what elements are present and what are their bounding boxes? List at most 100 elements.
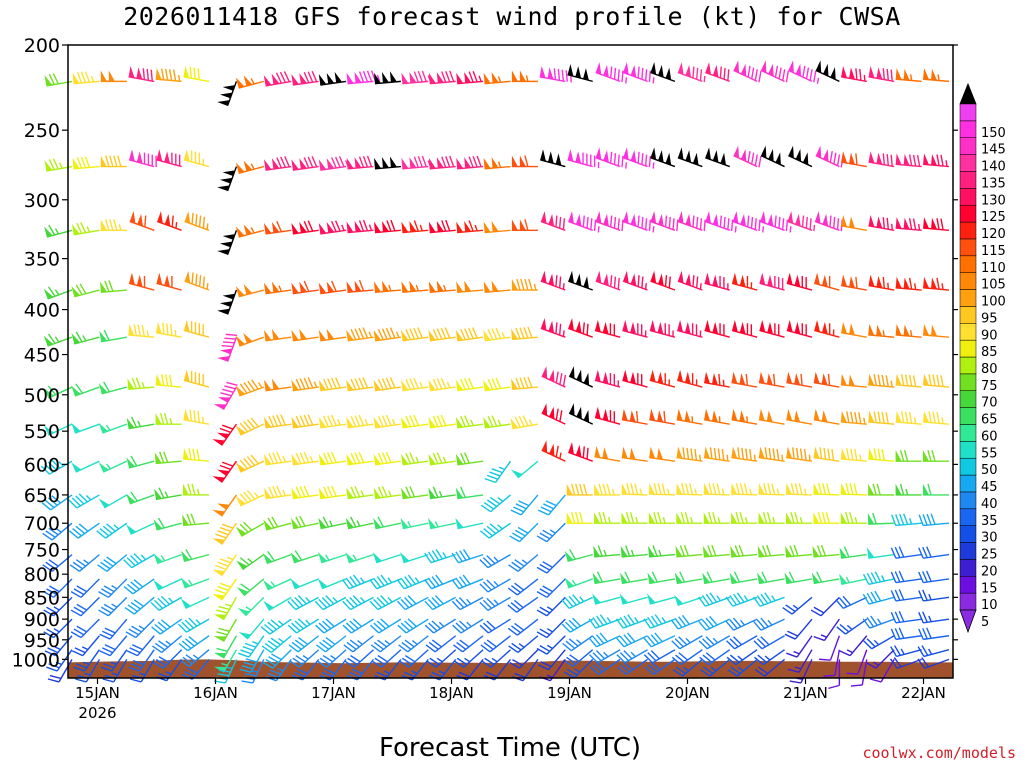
- barb-staff: [377, 596, 402, 611]
- barb-feather: [823, 674, 835, 678]
- barb-staff: [375, 494, 401, 500]
- barb-pennant: [212, 569, 225, 576]
- y-tick-label: 450: [24, 345, 60, 367]
- barb-pennant: [731, 371, 738, 384]
- barb-pennant: [650, 270, 657, 284]
- barb-staff: [731, 493, 758, 496]
- barb-feather: [46, 666, 58, 672]
- barb-pennant: [677, 369, 684, 382]
- barb-feather: [486, 579, 496, 589]
- barb-half-feather: [493, 556, 499, 563]
- wind-barb: [537, 494, 566, 516]
- barb-feather: [325, 636, 336, 645]
- barb-staff: [840, 553, 867, 559]
- barb-feather: [373, 598, 382, 609]
- barb-pennant: [931, 277, 938, 289]
- barb-feather: [596, 571, 604, 583]
- wind-barb: [754, 649, 785, 666]
- barb-feather: [514, 529, 526, 537]
- barb-staff: [786, 456, 813, 462]
- barb-feather: [885, 375, 889, 387]
- barb-feather: [226, 381, 238, 387]
- barb-feather: [389, 327, 396, 339]
- wind-barb: [589, 649, 621, 664]
- barb-feather: [267, 672, 279, 679]
- barb-feather: [358, 220, 365, 232]
- wind-barb: [373, 377, 401, 392]
- barb-feather: [904, 411, 909, 424]
- wind-barb: [621, 512, 648, 524]
- barb-pennant: [455, 487, 464, 499]
- barb-half-feather: [251, 670, 259, 673]
- barb-pennant: [483, 157, 491, 169]
- colorbar-swatch: [959, 306, 977, 324]
- wind-barb: [676, 483, 703, 496]
- barb-half-feather: [466, 598, 472, 605]
- barb-feather: [342, 600, 352, 611]
- barb-half-feather: [419, 381, 423, 389]
- wind-barb: [315, 618, 347, 634]
- barb-feather: [661, 483, 666, 495]
- barb-pennant: [299, 158, 307, 170]
- barb-feather: [99, 633, 111, 640]
- barb-staff: [705, 220, 730, 231]
- wind-barb: [676, 408, 703, 425]
- barb-feather: [703, 666, 714, 675]
- wind-barb: [97, 554, 128, 572]
- barb-half-feather: [368, 331, 373, 338]
- wind-barb: [43, 618, 73, 639]
- barb-feather: [621, 155, 624, 168]
- barb-feather: [390, 219, 396, 232]
- barb-feather: [350, 415, 357, 427]
- barb-pennant: [567, 64, 574, 77]
- barb-feather: [908, 411, 913, 424]
- barb-pennant: [732, 211, 739, 224]
- wind-barb: [155, 412, 182, 425]
- wind-barb: [73, 649, 100, 672]
- barb-pennant: [263, 329, 272, 341]
- wind-barb: [787, 211, 816, 232]
- barb-half-feather: [699, 454, 702, 461]
- barb-feather: [749, 448, 752, 461]
- barb-feather: [240, 583, 251, 592]
- wind-barb: [621, 483, 648, 496]
- barb-feather: [468, 377, 474, 389]
- barb-pennant: [592, 572, 601, 584]
- barb-pennant: [238, 632, 251, 640]
- barb-feather: [104, 280, 110, 292]
- barb-feather: [123, 559, 133, 569]
- barb-feather: [696, 67, 699, 80]
- barb-pennant: [794, 274, 801, 287]
- barb-pennant: [235, 162, 245, 174]
- barb-feather: [637, 275, 640, 287]
- barb-staff: [764, 658, 786, 677]
- barb-feather: [464, 415, 470, 427]
- barb-feather: [794, 512, 799, 524]
- barb-feather: [132, 644, 143, 651]
- barb-pennant: [849, 276, 855, 288]
- barb-staff: [923, 596, 950, 602]
- barb-pennant: [510, 417, 519, 429]
- credit-link[interactable]: coolwx.com/models: [862, 744, 1016, 762]
- wind-barb: [839, 546, 867, 559]
- barb-feather: [672, 218, 675, 230]
- barb-staff: [758, 578, 785, 585]
- barb-half-feather: [597, 226, 600, 233]
- barb-pennant: [235, 385, 246, 396]
- barb-pennant: [263, 282, 272, 294]
- barb-pennant: [621, 408, 628, 421]
- barb-pennant: [318, 159, 327, 171]
- wind-barb: [373, 327, 401, 342]
- barb-feather: [421, 155, 427, 167]
- barb-feather: [709, 615, 718, 626]
- wind-barb: [786, 408, 813, 425]
- barb-pennant: [575, 444, 582, 458]
- barb-feather: [823, 447, 827, 460]
- wind-barb: [291, 156, 319, 171]
- barb-feather: [264, 623, 274, 633]
- barb-feather: [486, 555, 496, 565]
- barb-feather: [798, 483, 803, 495]
- wind-barb: [346, 486, 374, 500]
- barb-half-feather: [753, 454, 756, 461]
